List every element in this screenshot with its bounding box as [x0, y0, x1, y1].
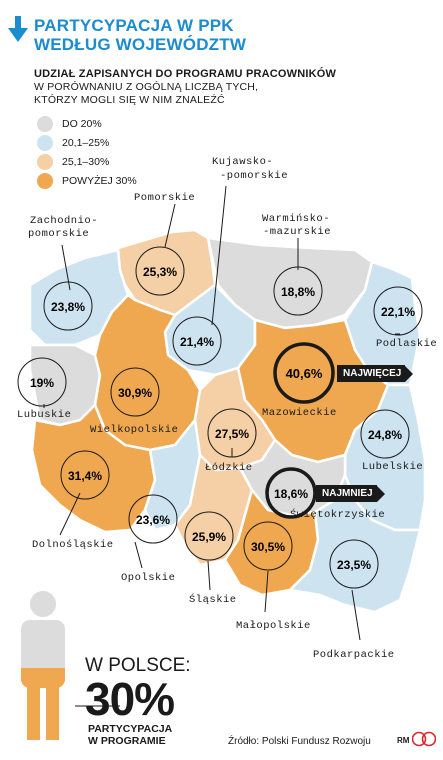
region-label: -mazurskie — [263, 226, 331, 238]
summary-value: 30% — [85, 673, 175, 725]
region-label: Opolskie — [121, 572, 175, 584]
summary-caption: PARTYCYPACJA W PROGRAMIE — [88, 723, 172, 747]
region-label: pomorskie — [28, 228, 89, 240]
region-value: 24,8% — [368, 428, 402, 442]
summary-caption-line: PARTYCYPACJA — [88, 723, 173, 735]
region-value: 23,5% — [337, 558, 371, 572]
region-value: 25,9% — [192, 530, 226, 544]
region-value: 25,3% — [143, 265, 177, 279]
subtitle-line-2: W PORÓWNANIU Z OGÓLNĄ LICZBĄ TYCH, — [34, 81, 259, 93]
legend-swatch — [37, 115, 53, 132]
region-label: Podkarpackie — [313, 649, 395, 661]
region-value: 18,6% — [274, 487, 308, 501]
region-marker: 40,6% — [273, 342, 335, 404]
region-label: Łódzkie — [205, 462, 253, 474]
region-label: Kujawsko- — [212, 156, 273, 168]
title-line-1: PARTYCYPACJA W PPK — [34, 16, 234, 35]
region-marker: 24,8% — [360, 409, 410, 459]
legend-label: 25,1–30% — [62, 155, 110, 168]
badge-highest-label: NAJWIĘCEJ — [337, 365, 406, 382]
region-label: Podlaskie — [376, 338, 437, 350]
region-label: Pomorskie — [134, 192, 195, 204]
badge-highest: NAJWIĘCEJ — [337, 365, 414, 382]
legend-label: POWYŻEJ 30% — [62, 174, 137, 187]
region-marker: 18,6% — [265, 467, 317, 519]
leader-line — [134, 541, 143, 569]
region-value: 23,6% — [136, 513, 170, 527]
logo-icon — [412, 731, 436, 747]
summary-heading: W POLSCE: — [85, 655, 191, 676]
legend-item: 20,1–25% — [37, 133, 137, 152]
legend-swatch — [37, 172, 53, 189]
region-value: 22,1% — [381, 305, 415, 319]
region-marker: 21,4% — [172, 316, 222, 366]
region-marker: 25,9% — [184, 511, 234, 561]
region-marker: 30,5% — [243, 521, 293, 571]
region-label: Lubelskie — [362, 461, 423, 473]
subtitle-line-1: UDZIAŁ ZAPISANYCH DO PROGRAMU PRACOWNIKÓ… — [34, 68, 337, 80]
badge-lowest: NAJMNIEJ — [316, 485, 385, 502]
leader-line — [351, 589, 361, 641]
region-marker: 31,4% — [60, 450, 110, 500]
legend-label: DO 20% — [62, 117, 102, 130]
region-label: Zachodnio- — [30, 215, 98, 227]
title-line-2: WEDŁUG WOJEWÓDZTW — [34, 35, 247, 54]
region-label: Mazowieckie — [262, 407, 337, 419]
summary-caption-line: W PROGRAMIE — [88, 735, 166, 747]
region-marker: 18,8% — [273, 266, 323, 316]
legend-label: 20,1–25% — [62, 136, 110, 149]
region-label: Lubuskie — [17, 409, 71, 421]
legend-swatch — [37, 134, 53, 151]
region-marker: 23,5% — [329, 539, 379, 589]
region-marker: 22,1% — [373, 286, 423, 336]
region-value: 23,8% — [51, 300, 85, 314]
legend: DO 20% 20,1–25% 25,1–30% POWYŻEJ 30% — [37, 114, 137, 190]
region-value: 18,8% — [281, 285, 315, 299]
region-label: Świętokrzyskie — [290, 507, 385, 521]
badge-lowest-label: NAJMNIEJ — [316, 485, 377, 502]
region-value: 27,5% — [215, 427, 249, 441]
leader-line — [164, 203, 176, 248]
region-label: Warmińsko- — [262, 213, 330, 225]
subtitle-line-3: KTÓRZY MOGLI SIĘ W NIM ZNALEŹĆ — [34, 94, 225, 106]
leader-line — [59, 492, 81, 536]
legend-swatch — [37, 153, 53, 170]
region-label: Wielkopolskie — [90, 424, 178, 436]
region-marker: 23,6% — [128, 494, 178, 544]
leader-line — [207, 560, 211, 591]
region-label: Śląskie — [189, 592, 237, 606]
region-label: -pomorskie — [220, 170, 288, 182]
legend-item: POWYŻEJ 30% — [37, 171, 137, 190]
region-marker: 19% — [17, 357, 67, 407]
region-value: 30,5% — [251, 540, 285, 554]
credit: RM — [397, 736, 410, 745]
page-title: PARTYCYPACJA W PPK WEDŁUG WOJEWÓDZTW — [34, 16, 246, 54]
region-label: Małopolskie — [236, 620, 311, 632]
source-note: Źródło: Polski Fundusz Rozwoju — [228, 736, 371, 747]
legend-item: DO 20% — [37, 114, 137, 133]
region-value: 40,6% — [286, 366, 323, 381]
region-marker: 23,8% — [43, 281, 93, 331]
region-marker: 25,3% — [135, 246, 185, 296]
region-value: 31,4% — [68, 469, 102, 483]
region-value: 21,4% — [180, 335, 214, 349]
leader-line — [264, 570, 269, 613]
region-value: 30,9% — [118, 386, 152, 400]
region-label: Dolnośląskie — [32, 539, 114, 551]
region-value: 19% — [30, 376, 54, 390]
person-icon — [21, 591, 65, 740]
region-marker: 27,5% — [207, 408, 257, 458]
legend-item: 25,1–30% — [37, 152, 137, 171]
leader-line — [211, 185, 227, 326]
region-marker: 30,9% — [110, 367, 160, 417]
arrow-down-icon — [8, 16, 28, 42]
